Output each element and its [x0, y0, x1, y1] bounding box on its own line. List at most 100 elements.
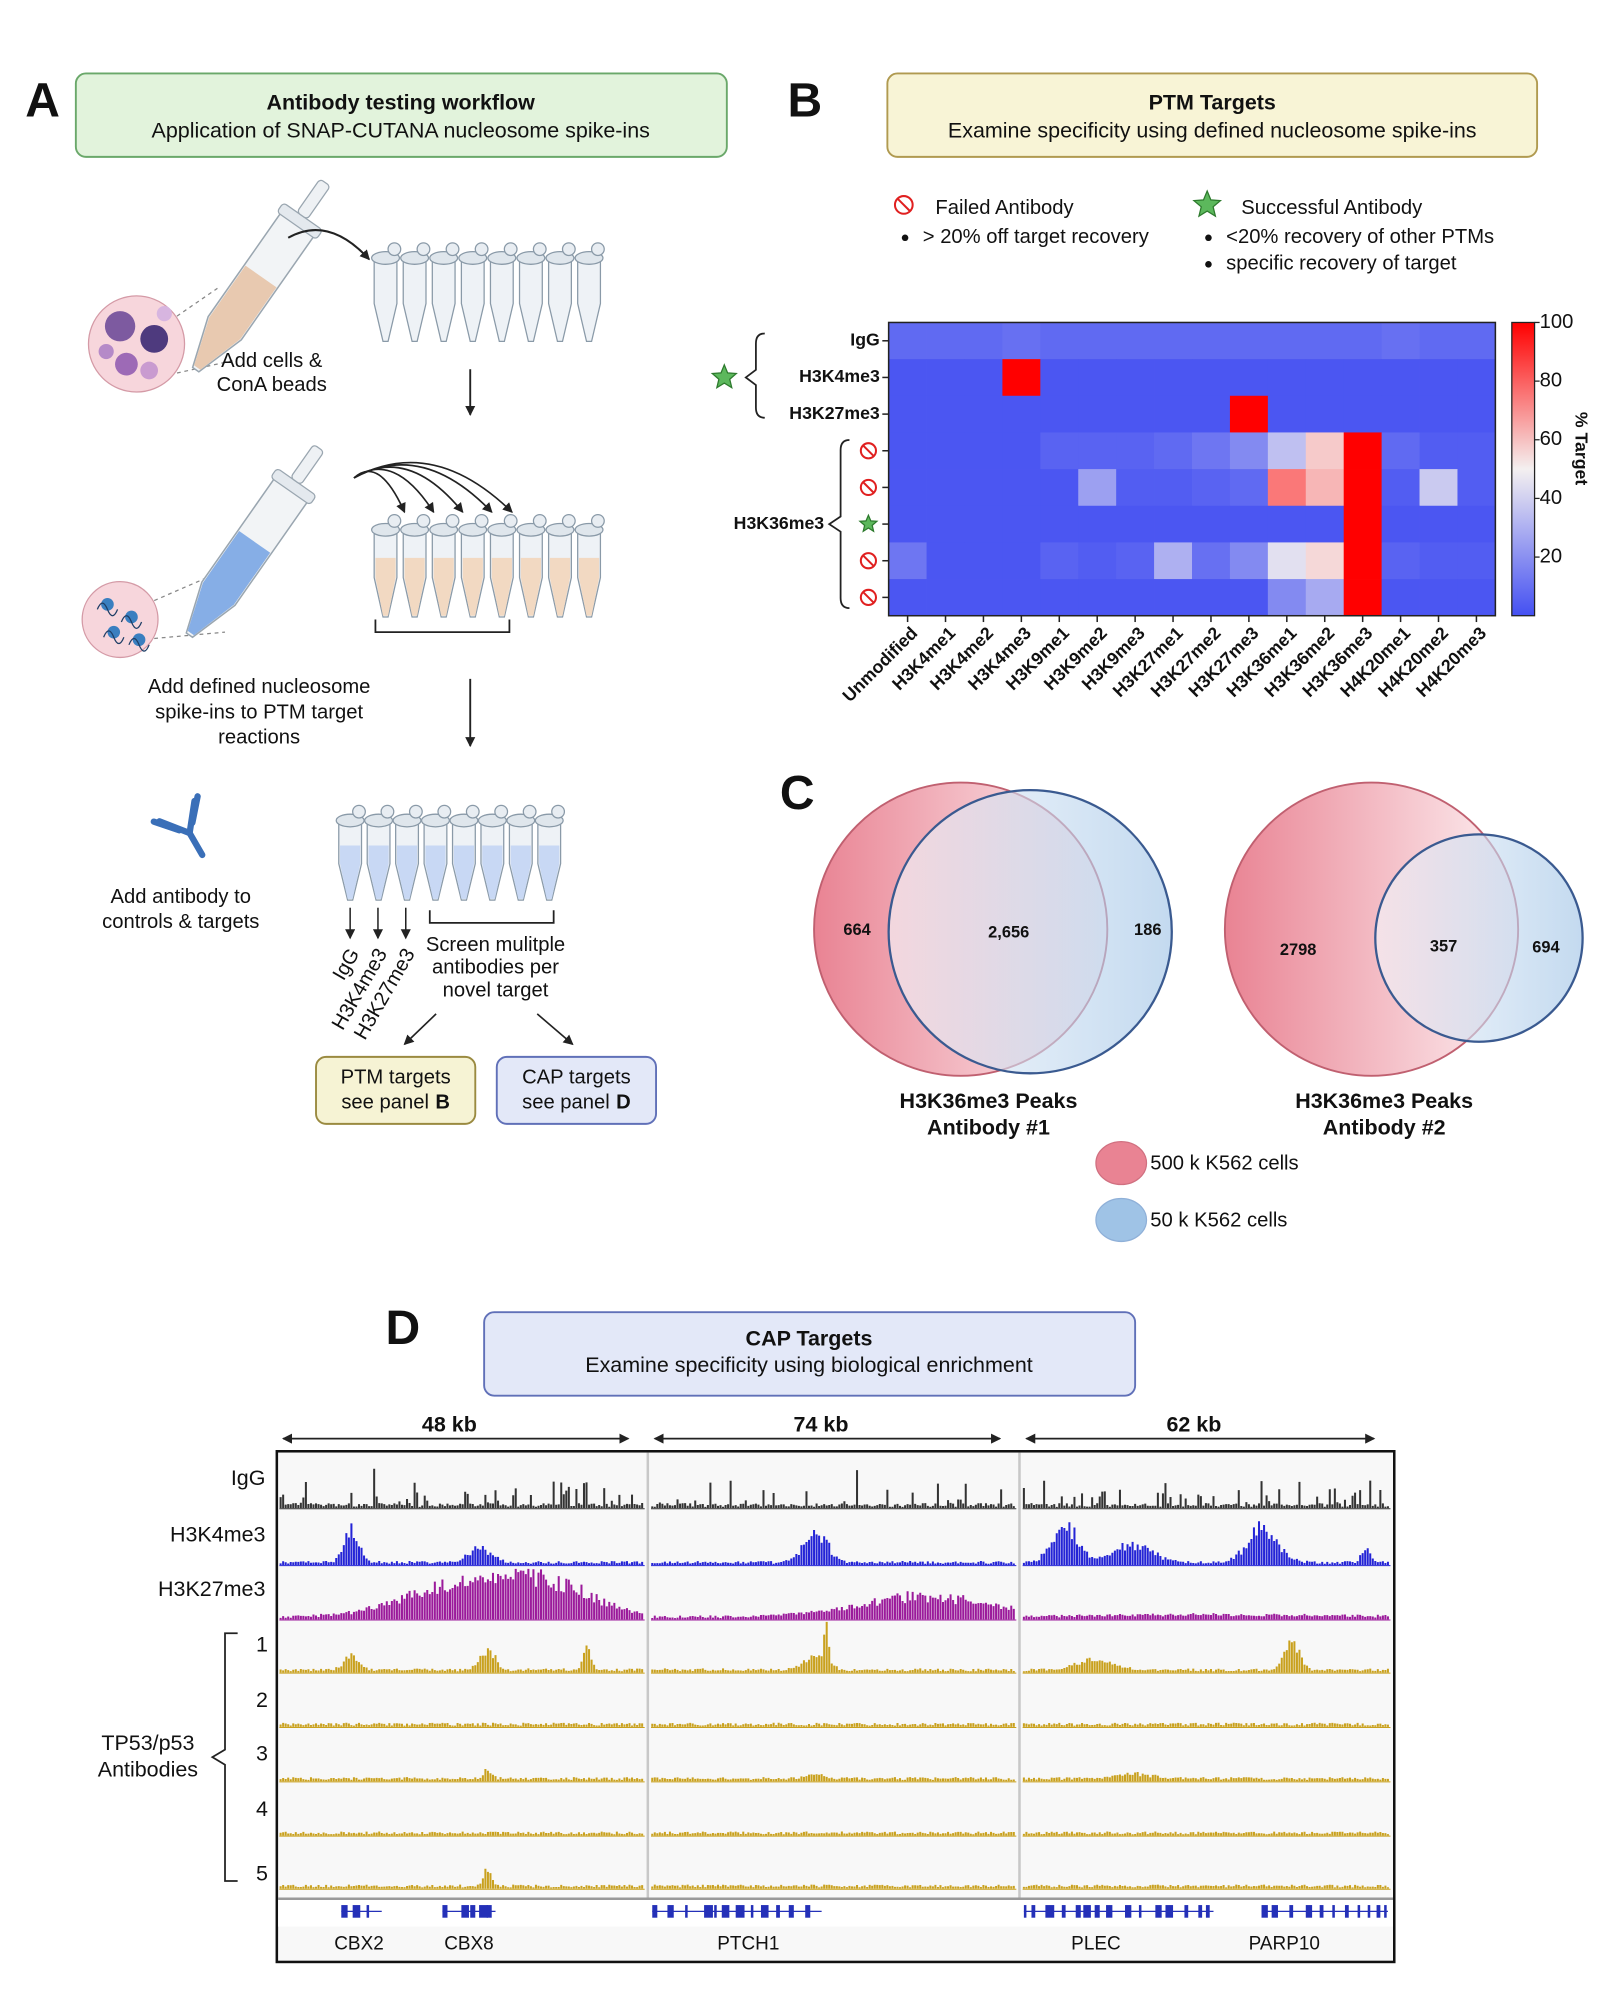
box-text: see panel D	[522, 1092, 631, 1114]
heatmap-cell	[1116, 359, 1155, 397]
gene-exon	[1367, 1905, 1371, 1918]
gene-exon	[1031, 1905, 1036, 1918]
tube	[574, 513, 605, 618]
header-title: CAP Targets	[746, 1327, 873, 1351]
gene-exon	[1094, 1905, 1100, 1918]
gene-exon	[1271, 1905, 1278, 1918]
signal-track	[1022, 1521, 1389, 1566]
bracket	[428, 910, 555, 924]
heatmap-cell	[1343, 395, 1382, 433]
signal-track	[651, 1470, 1015, 1509]
venn-count: 2,656	[988, 923, 1029, 941]
track-label: H3K4me3	[170, 1523, 265, 1547]
signal-track	[1022, 1771, 1389, 1782]
connector	[403, 1013, 437, 1046]
heatmap-cell	[1116, 542, 1155, 580]
gene-exon	[1184, 1905, 1189, 1918]
heatmap-cell	[1192, 395, 1231, 433]
antibody-arm	[150, 818, 183, 834]
legend-title: Successful Antibody	[1241, 197, 1423, 219]
track-label: 2	[256, 1688, 268, 1712]
nucleosome	[101, 598, 114, 611]
label: controls & targets	[102, 911, 259, 933]
tube-liquid	[375, 557, 396, 616]
heatmap-cell	[1343, 542, 1382, 580]
signal-track	[279, 1468, 644, 1509]
signal-track	[1022, 1613, 1389, 1620]
label: Add defined nucleosome	[148, 676, 371, 698]
label: Screen mulitple	[426, 934, 565, 956]
heatmap-cell	[964, 469, 1003, 507]
heatmap-cell	[1381, 322, 1420, 360]
heatmap-cell	[1305, 505, 1345, 543]
gene-exon	[1319, 1905, 1324, 1918]
gene-exon	[805, 1905, 811, 1918]
tube-liquid	[368, 845, 389, 899]
fail-icon	[893, 195, 914, 215]
heatmap-cell	[1381, 469, 1420, 507]
heatmap-cell	[1457, 542, 1496, 580]
gene-exon	[685, 1905, 688, 1918]
gene-exon	[1384, 1905, 1387, 1918]
colorbar	[1511, 321, 1536, 617]
heatmap-cell	[1229, 432, 1269, 470]
venn-set-small	[887, 789, 1173, 1075]
gene-exon	[704, 1905, 713, 1918]
gene-exon	[735, 1905, 745, 1918]
row-label: H3K27me3	[789, 403, 880, 423]
heatmap-cell	[1457, 395, 1496, 433]
heatmap-cell	[926, 322, 965, 360]
box-text-part: see panel	[522, 1092, 610, 1114]
tube-hinge	[494, 804, 509, 819]
gene-exon	[479, 1905, 488, 1918]
heatmap-cell	[1078, 432, 1117, 470]
gene-label: PARP10	[1249, 1933, 1320, 1954]
tube	[449, 804, 480, 901]
gene-exon	[1205, 1905, 1210, 1918]
heatmap-cell	[1267, 395, 1307, 433]
heatmap-cell	[926, 432, 965, 470]
heatmap-cell	[1154, 542, 1193, 580]
gene-exon	[714, 1905, 717, 1918]
tube-liquid	[578, 557, 600, 616]
colorbar-tick-label: 60	[1540, 428, 1563, 450]
cell	[140, 361, 159, 380]
heatmap-cell	[888, 322, 927, 360]
heatmap-cell	[1229, 469, 1269, 507]
tube-body	[431, 261, 456, 343]
heatmap-cell	[1457, 579, 1496, 617]
colorbar-tick-label: 40	[1540, 487, 1563, 509]
tube-liquid	[520, 557, 542, 616]
heatmap-cell	[1154, 505, 1193, 543]
tube-hinge	[465, 804, 480, 819]
tube-hinge	[590, 242, 605, 257]
tube	[364, 804, 395, 901]
heatmap-cell	[888, 579, 927, 617]
heatmap-cell	[1419, 432, 1458, 470]
tube-hinge	[522, 804, 537, 819]
bullet	[1205, 261, 1212, 268]
tube	[371, 242, 402, 343]
success-icon	[858, 513, 879, 533]
heatmap-cell	[1381, 579, 1420, 617]
fail-icon-slash	[862, 591, 875, 604]
heatmap-cell	[1040, 359, 1079, 397]
legend-point: <20% recovery of other PTMs	[1226, 226, 1494, 248]
tube-liquid	[425, 845, 446, 899]
heatmap-cell	[926, 505, 965, 543]
venn-count: 664	[843, 921, 871, 939]
heatmap-cell	[1229, 579, 1269, 617]
gene-exon	[470, 1905, 476, 1918]
tube-liquid	[340, 845, 361, 899]
row-bracket	[744, 332, 765, 419]
heatmap-cell	[1229, 395, 1269, 433]
heatmap-cell	[1381, 542, 1420, 580]
venn-count: 357	[1430, 937, 1457, 955]
heatmap-cell	[1192, 432, 1231, 470]
nucleosome-sample	[81, 580, 159, 659]
heatmap-cell	[1343, 322, 1382, 360]
heatmap-cell	[1192, 579, 1231, 617]
heatmap-cell	[1002, 542, 1041, 580]
